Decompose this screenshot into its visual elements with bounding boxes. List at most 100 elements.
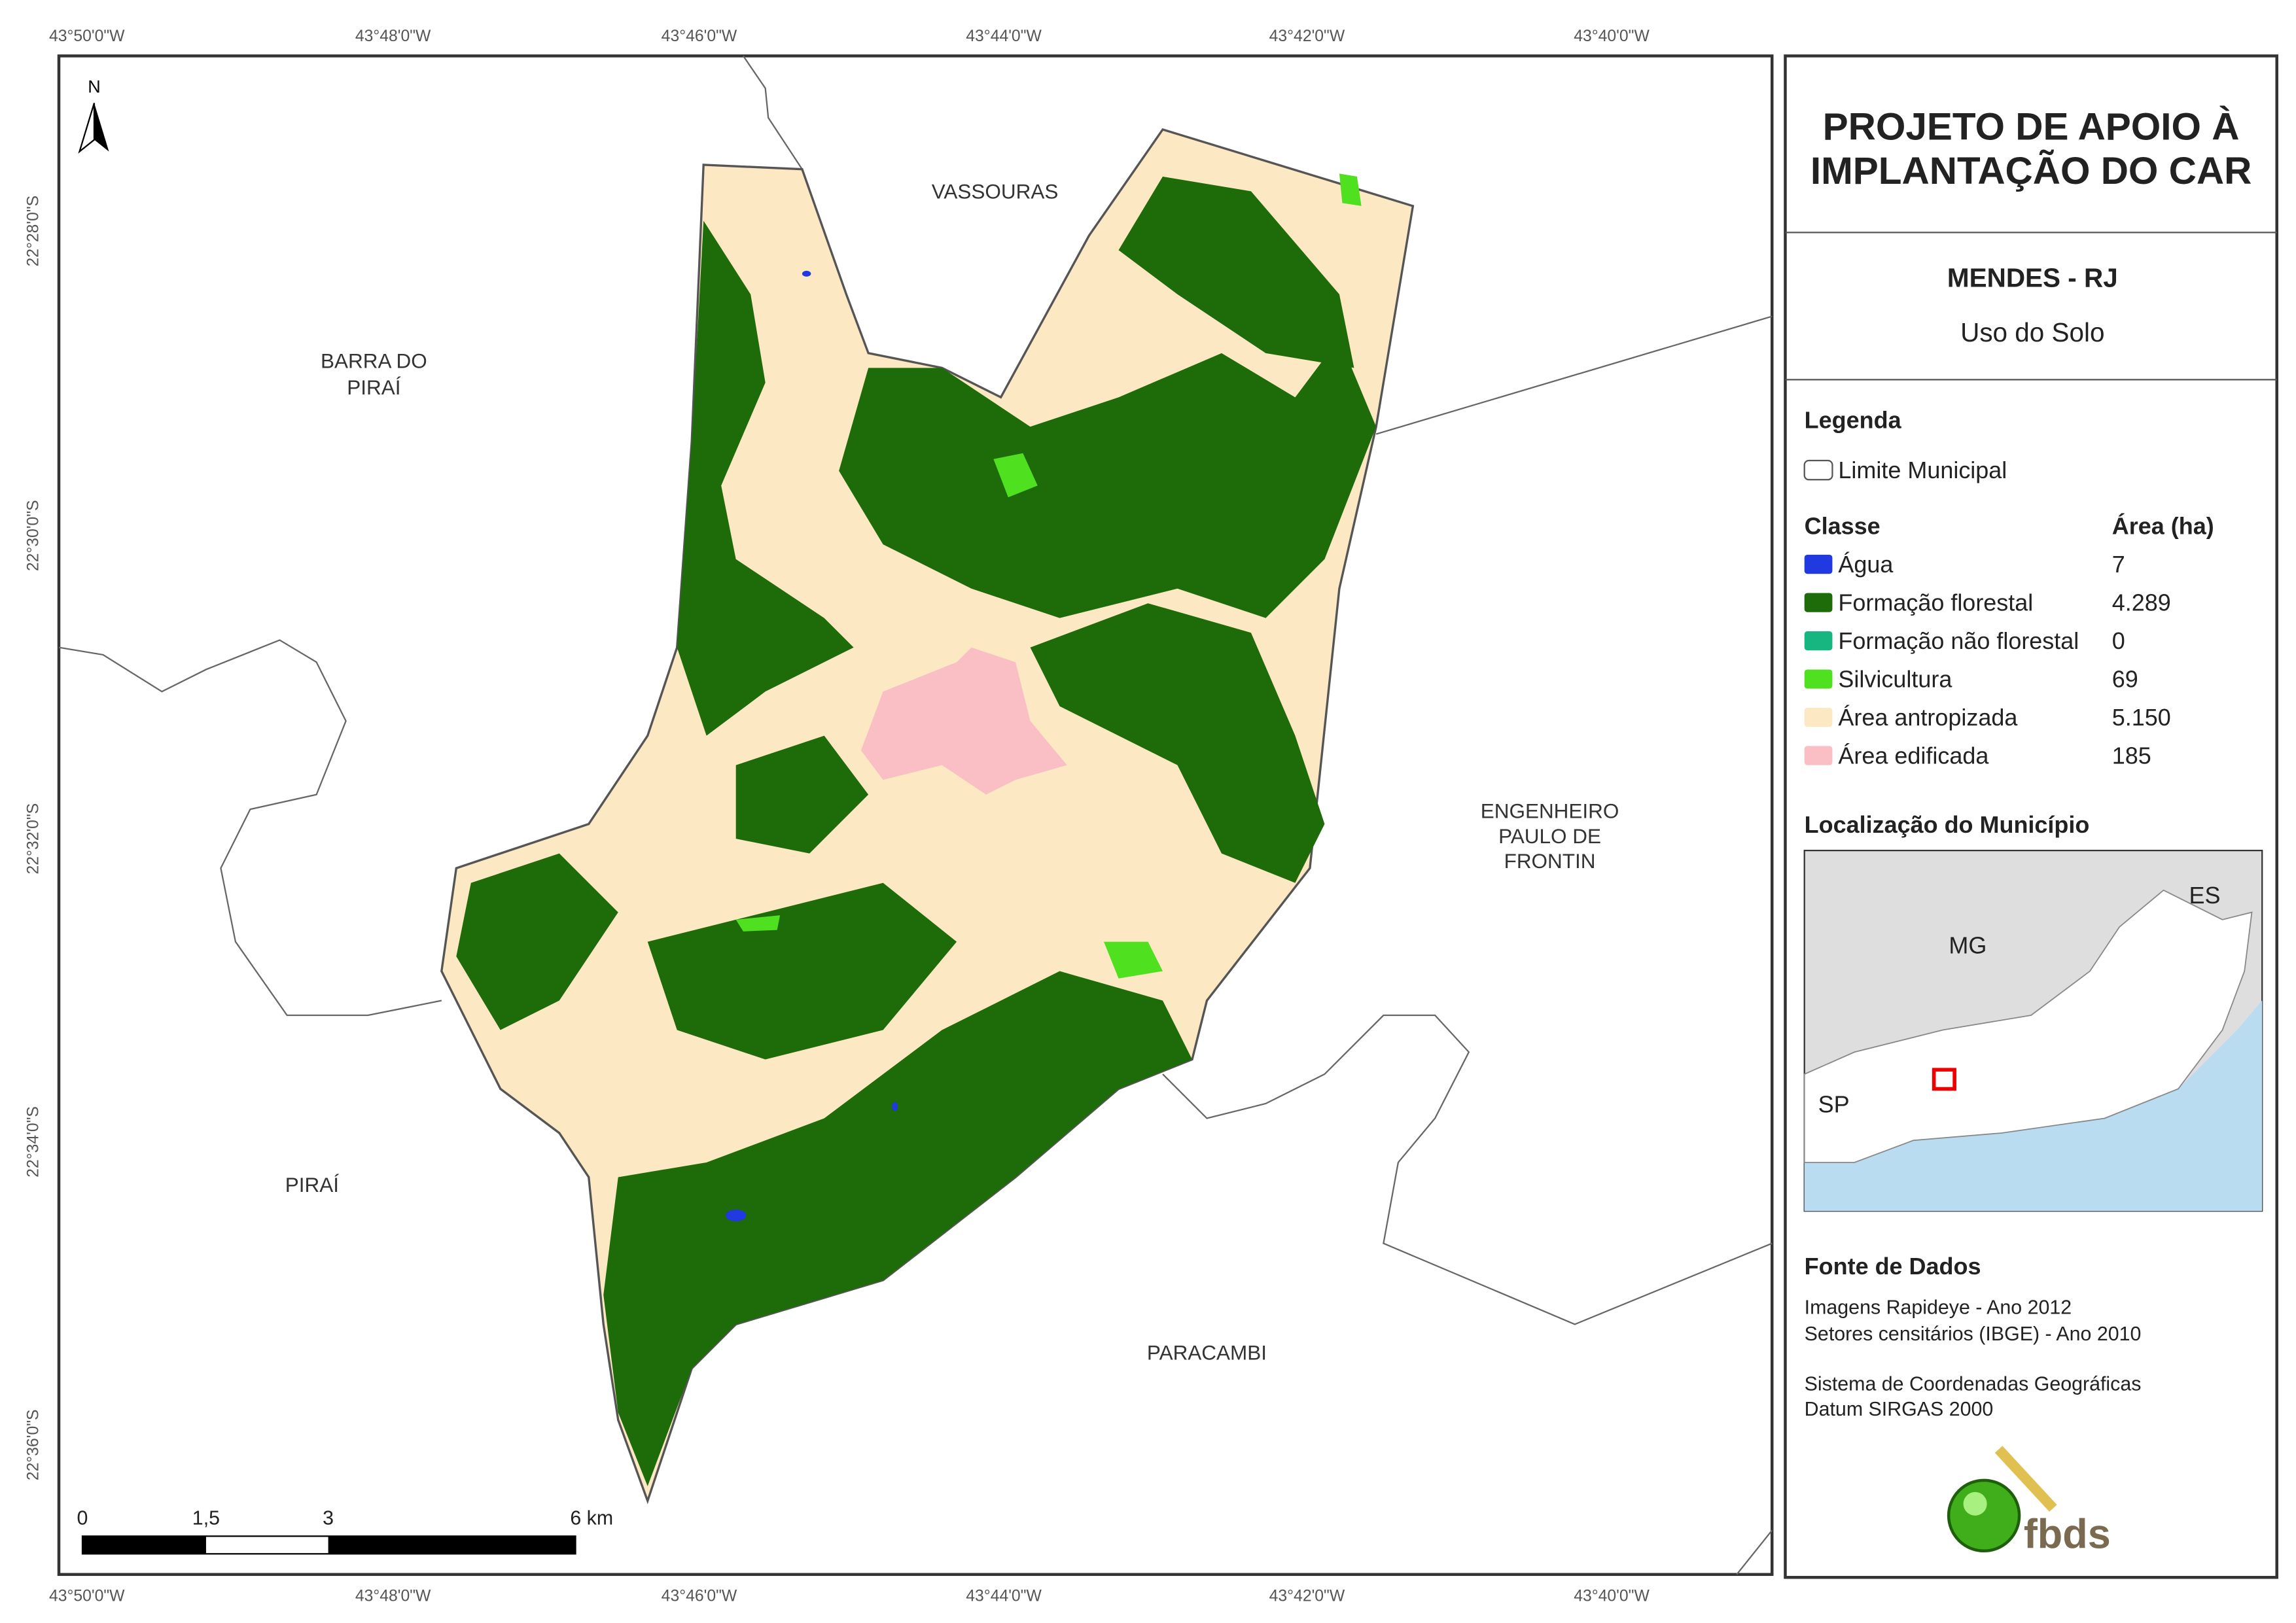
lon-label: 43°40'0"W xyxy=(1574,1587,1650,1605)
legend-heading: Legenda xyxy=(1805,407,1902,434)
patch xyxy=(1118,176,1354,368)
source-line: Datum SIRGAS 2000 xyxy=(1805,1399,1994,1420)
class-swatch xyxy=(1804,631,1833,651)
boundary xyxy=(1162,1014,1773,1325)
sea xyxy=(1804,1000,2263,1212)
place-label: BARRA DO xyxy=(321,349,427,372)
municipality xyxy=(440,128,1415,1505)
patch xyxy=(1104,941,1163,979)
place-labels: VASSOURAS BARRA DO PIRAÍ PIRAÍ ENGENHEIR… xyxy=(285,180,1619,1365)
boundary xyxy=(58,639,442,1017)
scale-label: 0 xyxy=(77,1507,88,1529)
patch xyxy=(725,1209,747,1221)
class-name: Formação não florestal xyxy=(1838,627,2079,654)
state-label: MG xyxy=(1949,932,1987,959)
arrow-left xyxy=(78,103,96,154)
patch xyxy=(677,220,854,736)
scale-bar: 0 1,5 3 6 km xyxy=(77,1507,613,1555)
lon-label: 43°42'0"W xyxy=(1269,27,1345,45)
class-swatch xyxy=(1804,554,1833,574)
class-area: 185 xyxy=(2112,742,2151,769)
state-label: ES xyxy=(2189,882,2221,909)
limit-label: Limite Municipal xyxy=(1838,457,2007,483)
source-line: Sistema de Coordenadas Geográficas xyxy=(1805,1374,2142,1395)
class-swatch xyxy=(1804,669,1833,689)
lon-label: 43°48'0"W xyxy=(355,1587,431,1605)
patch xyxy=(1030,603,1325,883)
scale-label: 3 xyxy=(323,1507,334,1529)
source-line: Setores censitários (IBGE) - Ano 2010 xyxy=(1805,1323,2142,1345)
lon-label: 43°42'0"W xyxy=(1269,1587,1345,1605)
lat-label: 22°28'0"S xyxy=(25,196,43,267)
arrow-right xyxy=(94,103,109,152)
scale-label: 1,5 xyxy=(192,1507,220,1529)
boundary xyxy=(1736,1529,1773,1575)
place-label: PARACAMBI xyxy=(1147,1340,1267,1364)
lon-label: 43°50'0"W xyxy=(49,27,125,45)
side-panel: PROJETO DE APOIO À IMPLANTAÇÃO DO CAR ME… xyxy=(1784,54,2278,1579)
boundary xyxy=(1375,315,1773,435)
theme: Uso do Solo xyxy=(1960,317,2104,347)
source-line: Imagens Rapideye - Ano 2012 xyxy=(1805,1297,2072,1319)
class-name: Área edificada xyxy=(1838,742,1988,769)
class-swatch xyxy=(1804,593,1833,612)
scale-segment xyxy=(82,1536,206,1554)
class-name: Silvicultura xyxy=(1838,665,1952,692)
class-swatch xyxy=(1804,746,1833,765)
logo-highlight xyxy=(1963,1492,1987,1516)
lon-label: 43°46'0"W xyxy=(662,27,737,45)
lon-label: 43°48'0"W xyxy=(355,27,431,45)
patch xyxy=(456,853,618,1030)
class-name: Formação florestal xyxy=(1838,589,2033,616)
class-area: 4.289 xyxy=(2112,589,2171,616)
lon-label: 43°46'0"W xyxy=(662,1587,737,1605)
class-area: 0 xyxy=(2112,627,2125,654)
lat-label: 22°36'0"S xyxy=(25,1409,43,1480)
panel-title: IMPLANTAÇÃO DO CAR xyxy=(1810,149,2252,192)
place-label: PIRAÍ xyxy=(285,1173,339,1196)
logo-circle xyxy=(1947,1478,2021,1553)
lat-label: 22°34'0"S xyxy=(25,1106,43,1178)
class-area: 5.150 xyxy=(2112,704,2171,731)
scale-label: 6 km xyxy=(570,1507,613,1529)
forest-patches xyxy=(456,176,1377,1486)
lon-labels-bottom: 43°50'0"W 43°48'0"W 43°46'0"W 43°44'0"W 43°4… xyxy=(49,1587,1650,1605)
silviculture-patches xyxy=(735,173,1362,979)
sources-heading: Fonte de Dados xyxy=(1805,1253,1981,1280)
place-label: PAULO DE xyxy=(1498,824,1601,848)
class-name: Área antropizada xyxy=(1838,704,2017,731)
urban-area xyxy=(860,647,1067,795)
patch xyxy=(993,453,1038,498)
location-map: MG ES SP xyxy=(1803,849,2263,1212)
municipality: MENDES - RJ xyxy=(1947,263,2118,293)
patch xyxy=(839,338,1377,618)
boundary xyxy=(743,55,803,170)
north-label: N xyxy=(88,77,101,97)
water-patches xyxy=(725,270,898,1221)
lon-label: 43°44'0"W xyxy=(966,27,1042,45)
lon-label: 43°50'0"W xyxy=(49,1587,125,1605)
state-label: SP xyxy=(1818,1091,1850,1117)
place-label: ENGENHEIRO xyxy=(1481,799,1619,823)
limit-symbol xyxy=(1803,459,1833,481)
scale-segment xyxy=(328,1536,576,1554)
area-header: Área (ha) xyxy=(2112,513,2214,540)
logo-stroke xyxy=(1994,1446,2057,1512)
logo-text: fbds xyxy=(2024,1511,2111,1557)
lat-label: 22°32'0"S xyxy=(25,803,43,875)
neighbor-boundaries xyxy=(58,55,1773,1575)
lat-label: 22°30'0"S xyxy=(25,500,43,571)
class-swatch xyxy=(1804,707,1833,727)
place-label: PIRAÍ xyxy=(347,375,400,399)
patch xyxy=(603,971,1192,1486)
north-arrow: N xyxy=(78,77,109,154)
patch xyxy=(735,915,781,932)
class-area: 69 xyxy=(2112,665,2138,692)
patch xyxy=(892,1102,898,1111)
legend-classes: Água 7 Formação florestal 4.289 Formação não… xyxy=(1804,551,2171,769)
patch xyxy=(802,270,811,277)
place-label: FRONTIN xyxy=(1504,849,1596,873)
rj-state xyxy=(1803,889,2253,1163)
patch xyxy=(735,735,869,854)
